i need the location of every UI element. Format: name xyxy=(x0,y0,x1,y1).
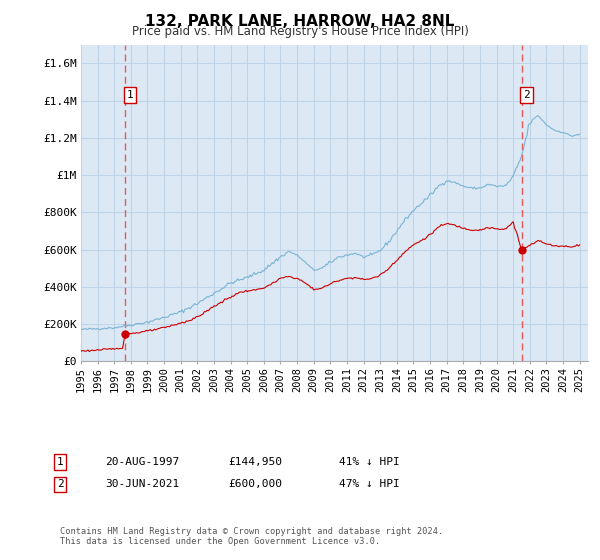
Text: 1: 1 xyxy=(56,457,64,467)
Text: 30-JUN-2021: 30-JUN-2021 xyxy=(105,479,179,489)
Text: 2: 2 xyxy=(56,479,64,489)
Text: 2: 2 xyxy=(523,90,530,100)
Text: £144,950: £144,950 xyxy=(228,457,282,467)
Text: 1: 1 xyxy=(127,90,133,100)
Text: 47% ↓ HPI: 47% ↓ HPI xyxy=(339,479,400,489)
Text: Contains HM Land Registry data © Crown copyright and database right 2024.
This d: Contains HM Land Registry data © Crown c… xyxy=(60,526,443,546)
Text: £600,000: £600,000 xyxy=(228,479,282,489)
Legend: 132, PARK LANE, HARROW, HA2 8NL (detached house), HPI: Average price, detached h: 132, PARK LANE, HARROW, HA2 8NL (detache… xyxy=(86,392,424,426)
Text: 20-AUG-1997: 20-AUG-1997 xyxy=(105,457,179,467)
Text: Price paid vs. HM Land Registry's House Price Index (HPI): Price paid vs. HM Land Registry's House … xyxy=(131,25,469,38)
Text: 41% ↓ HPI: 41% ↓ HPI xyxy=(339,457,400,467)
Text: 132, PARK LANE, HARROW, HA2 8NL: 132, PARK LANE, HARROW, HA2 8NL xyxy=(145,14,455,29)
